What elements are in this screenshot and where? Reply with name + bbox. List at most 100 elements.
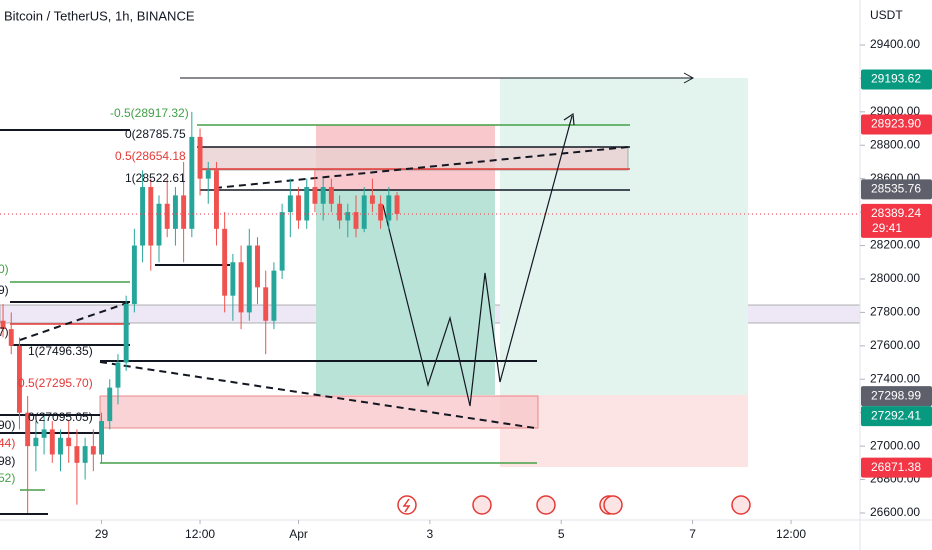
candle-body <box>49 429 55 455</box>
event-icons <box>397 495 751 515</box>
candle-body <box>353 212 359 229</box>
price-badge-label: 28389.24 <box>871 206 921 220</box>
candle-body <box>123 304 129 363</box>
candle-body <box>230 262 236 296</box>
box <box>199 146 629 171</box>
event-icon[interactable] <box>603 495 623 515</box>
candle-body <box>82 446 88 463</box>
fib-label: 7) <box>0 325 9 339</box>
candle-body <box>255 245 260 288</box>
price-badge <box>861 69 932 90</box>
x-tick-label: Apr <box>289 527 308 541</box>
candle-body <box>25 412 31 447</box>
candle-body <box>394 195 400 214</box>
candle-body <box>181 195 187 229</box>
x-tick-label: 12:00 <box>776 527 806 541</box>
candle-body <box>189 136 195 229</box>
y-tick-label: 29400.00 <box>870 37 920 51</box>
candle-body <box>90 446 96 455</box>
candle-body <box>378 203 384 221</box>
candle-body <box>66 437 72 447</box>
candle-body <box>296 195 302 221</box>
price-badge-label: 29193.62 <box>871 72 921 86</box>
stop-zone <box>500 395 748 467</box>
candle-body <box>213 170 219 229</box>
chart-title: Bitcoin / TetherUS, 1h, BINANCE <box>4 8 195 23</box>
candle-body <box>246 245 252 313</box>
candle-body <box>99 421 105 455</box>
candle-body <box>58 437 63 455</box>
fib-label: 0.5(28654.18 <box>115 149 186 163</box>
candle-body <box>222 228 228 296</box>
candle-body <box>369 195 375 204</box>
axes: 26600.0026800.0027000.0027200.0027400.00… <box>95 37 932 541</box>
fib-label: 0(28785.75 <box>125 127 186 141</box>
fib-label: 98) <box>0 454 15 468</box>
candle-body <box>361 195 367 229</box>
y-tick-label: 28000.00 <box>870 271 920 285</box>
y-tick-label: 28200.00 <box>870 238 920 252</box>
y-tick-label: 28800.00 <box>870 137 920 151</box>
y-tick-label: 27600.00 <box>870 338 920 352</box>
price-badge-label: 27292.41 <box>871 408 921 422</box>
candle-body <box>205 170 211 179</box>
event-icon[interactable] <box>397 495 417 515</box>
x-tick-label: 5 <box>558 527 565 541</box>
candle-body <box>148 187 154 246</box>
candle-body <box>156 203 162 246</box>
candle-body <box>115 362 121 388</box>
fib-label: 44) <box>0 436 15 450</box>
candle-body <box>33 437 39 447</box>
candle-body <box>0 320 6 330</box>
trend-line <box>214 146 629 189</box>
candle-body <box>263 287 269 321</box>
candle-body <box>238 262 244 313</box>
candle-body <box>337 203 343 221</box>
candle-body <box>345 212 351 221</box>
y-tick-label: 27800.00 <box>870 305 920 319</box>
x-tick-label: 7 <box>689 527 696 541</box>
candle-body <box>271 270 277 321</box>
fib-label: 52) <box>0 471 15 485</box>
candle-body <box>197 136 203 179</box>
axis-unit: USDT <box>870 8 903 22</box>
fib-label: 0.5(27295.70) <box>18 376 93 390</box>
candle-body <box>172 195 178 229</box>
candle-body <box>140 187 146 246</box>
candle-body <box>386 195 392 221</box>
candle-body <box>320 187 326 204</box>
price-badge <box>861 203 932 238</box>
candle-body <box>304 187 310 221</box>
event-icon[interactable] <box>731 495 751 515</box>
countdown: 29:41 <box>872 221 902 235</box>
price-badge <box>861 179 932 200</box>
price-badge <box>861 114 932 135</box>
price-badge-label: 28535.76 <box>871 182 921 196</box>
candle-body <box>107 387 113 422</box>
event-icon <box>402 498 411 513</box>
drawings <box>0 72 861 515</box>
price-badge <box>861 406 932 427</box>
fib-label: 1(27496.35) <box>28 344 93 358</box>
arrow-head <box>563 112 575 126</box>
candle-body <box>312 187 318 204</box>
event-icon[interactable] <box>536 495 556 515</box>
candle-body <box>41 429 47 438</box>
event-icon[interactable] <box>472 495 492 515</box>
x-tick-label: 12:00 <box>185 527 215 541</box>
fib-label: 0) <box>0 262 9 276</box>
arrow-head <box>683 72 695 84</box>
y-tick-label: 27000.00 <box>870 438 920 452</box>
trend-line <box>99 361 536 429</box>
projection-path <box>382 115 573 407</box>
x-tick-label: 29 <box>95 527 109 541</box>
candle-body <box>74 446 80 463</box>
candle-body <box>287 195 293 213</box>
annotations: -0.5(28917.32) 0(28785.75 0.5(28654.18 1(28… <box>0 106 189 485</box>
y-tick-label: 29000.00 <box>870 104 920 118</box>
candle-body <box>8 329 14 346</box>
candle-body <box>164 203 170 229</box>
candles <box>0 111 400 513</box>
price-badge-label: 28923.90 <box>871 117 921 131</box>
